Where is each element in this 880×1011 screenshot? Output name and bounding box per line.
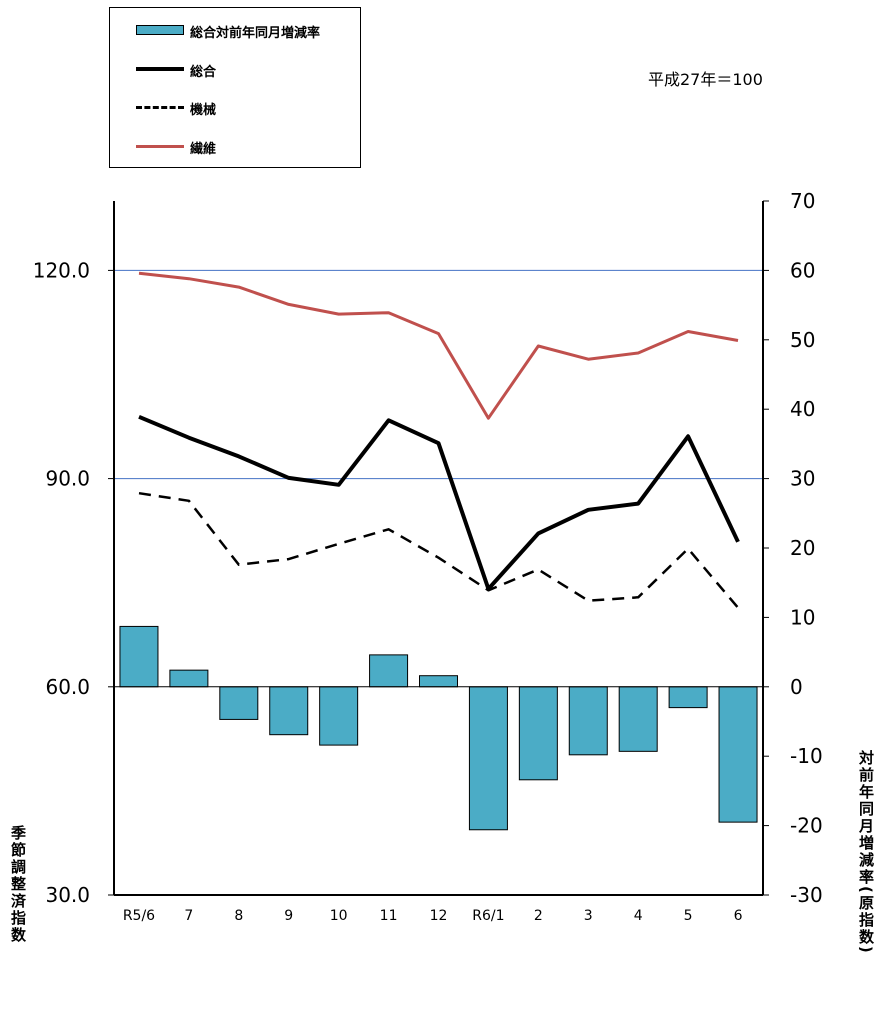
base-year-note: 平成27年＝100	[648, 70, 763, 89]
right-tick-label: -30	[790, 883, 823, 907]
legend-label: 総合対前年同月増減率	[190, 26, 321, 41]
legend: 総合対前年同月増減率 総合 機械 繊維	[109, 7, 361, 168]
legend-item-solid-black: 総合	[110, 59, 360, 80]
left-tick-label: 90.0	[45, 467, 90, 491]
bar	[219, 686, 259, 720]
x-tick-label: 7	[184, 908, 193, 924]
x-tick-label: 5	[684, 908, 693, 924]
bar	[119, 625, 159, 688]
bar	[668, 686, 708, 709]
series-line	[138, 271, 739, 420]
left-axis-label: 季節調整済指数	[9, 825, 27, 944]
right-tick-label: 30	[790, 467, 815, 491]
x-tick-label: 4	[634, 908, 643, 924]
legend-label: 総合	[190, 65, 217, 80]
legend-swatch-line	[136, 67, 184, 71]
right-tick-label: 50	[790, 328, 815, 352]
legend-label: 機械	[190, 103, 217, 118]
x-tick-label: 8	[234, 908, 243, 924]
bar	[468, 686, 508, 831]
legend-item-bar: 総合対前年同月増減率	[110, 20, 360, 41]
x-tick-label: 3	[584, 908, 593, 924]
left-tick-label: 60.0	[45, 675, 90, 699]
series-line	[138, 414, 740, 591]
legend-swatch-line-red	[136, 145, 184, 148]
right-tick-label: 0	[790, 675, 803, 699]
x-tick-label: 9	[284, 908, 293, 924]
right-tick-label: 60	[790, 258, 815, 282]
x-tick-label: R5/6	[123, 908, 155, 924]
bar	[618, 686, 658, 752]
right-tick-label: -10	[790, 744, 823, 768]
legend-swatch-bar	[136, 25, 184, 35]
legend-label: 繊維	[190, 142, 217, 157]
x-tick-label: 11	[380, 908, 398, 924]
bar	[169, 669, 209, 688]
series-line	[138, 491, 739, 609]
bar	[269, 686, 309, 736]
right-tick-label: -20	[790, 814, 823, 838]
x-tick-label: 2	[534, 908, 543, 924]
right-tick-label: 40	[790, 397, 815, 421]
x-tick-label: 6	[734, 908, 743, 924]
legend-swatch-dashed	[136, 106, 184, 109]
left-tick-label: 120.0	[33, 258, 90, 282]
bar	[568, 686, 608, 756]
legend-item-solid-red: 繊維	[110, 136, 360, 157]
legend-item-dashed: 機械	[110, 97, 360, 118]
left-tick-label: 30.0	[45, 883, 90, 907]
bar	[319, 686, 359, 746]
right-tick-label: 70	[790, 189, 815, 213]
bar	[718, 686, 758, 823]
bar	[518, 686, 558, 781]
x-tick-label: 10	[330, 908, 348, 924]
bar	[419, 675, 458, 688]
right-tick-label: 10	[790, 605, 815, 629]
x-tick-label: 12	[430, 908, 448, 924]
right-axis-label: 対前年同月増減率(原指数)	[857, 750, 875, 955]
x-tick-label: R6/1	[472, 908, 504, 924]
right-tick-label: 20	[790, 536, 815, 560]
bar	[369, 654, 409, 688]
